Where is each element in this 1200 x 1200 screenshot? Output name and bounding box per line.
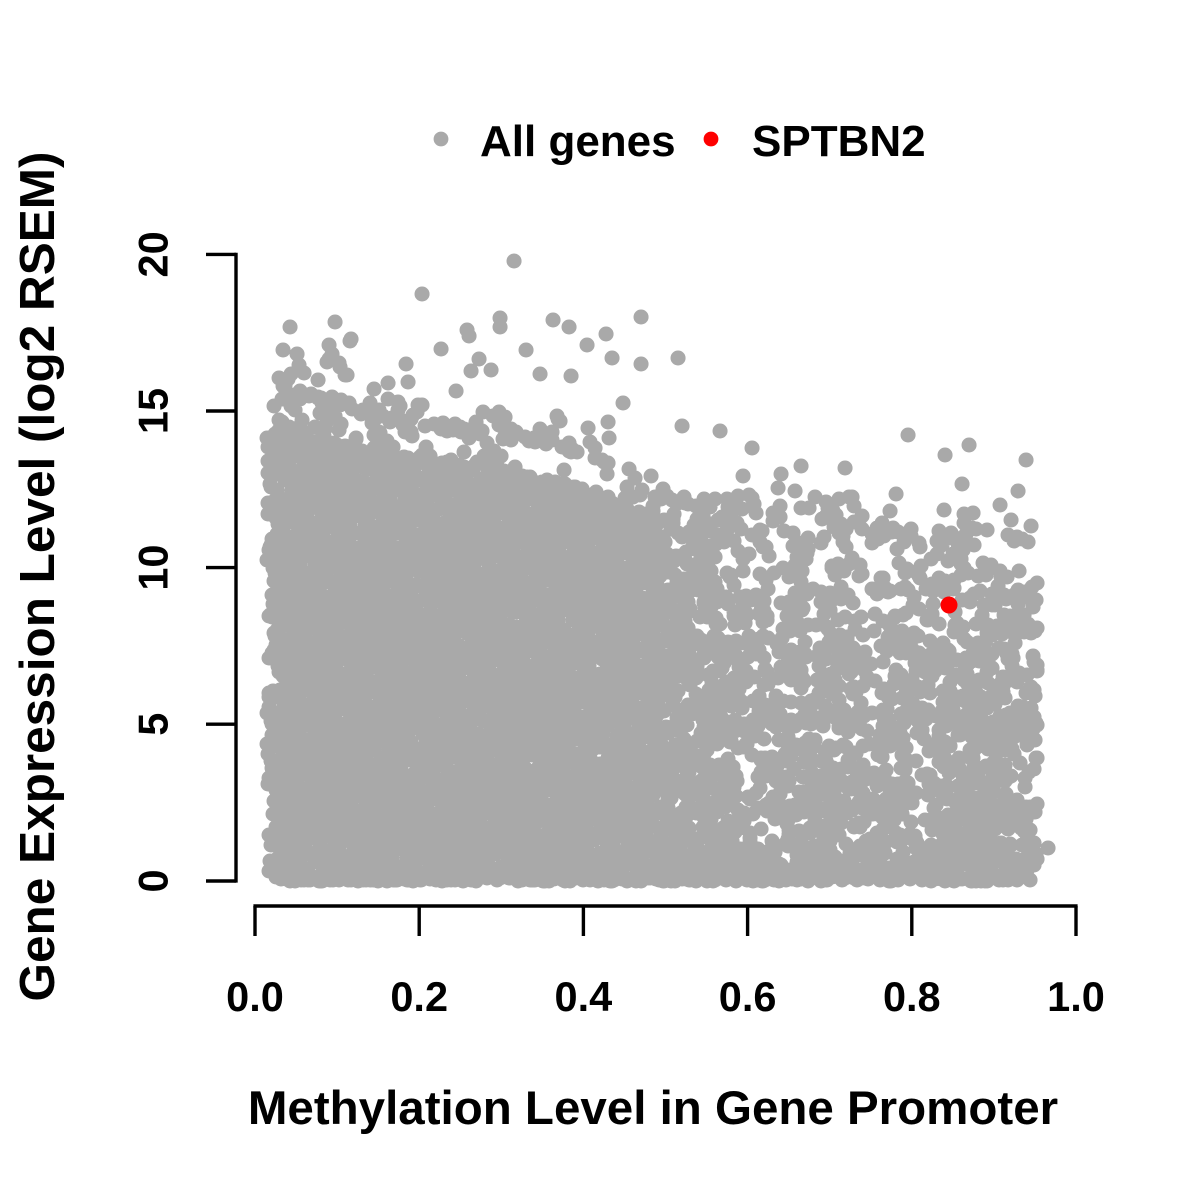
svg-text:0.6: 0.6 — [719, 973, 777, 1020]
svg-text:15: 15 — [130, 388, 177, 434]
svg-text:0.2: 0.2 — [390, 973, 448, 1020]
svg-text:0.4: 0.4 — [555, 973, 613, 1020]
svg-text:0: 0 — [130, 869, 177, 892]
svg-text:Gene Expression Level (log2 RS: Gene Expression Level (log2 RSEM) — [10, 152, 65, 1002]
svg-text:0.8: 0.8 — [883, 973, 941, 1020]
svg-text:0.0: 0.0 — [226, 973, 284, 1020]
svg-text:All genes: All genes — [480, 117, 676, 166]
svg-text:20: 20 — [130, 231, 177, 277]
svg-text:Methylation Level in Gene Prom: Methylation Level in Gene Promoter — [248, 1082, 1058, 1135]
svg-text:5: 5 — [130, 713, 177, 736]
svg-text:SPTBN2: SPTBN2 — [752, 117, 926, 166]
svg-text:10: 10 — [130, 545, 177, 591]
svg-text:1.0: 1.0 — [1047, 973, 1105, 1020]
